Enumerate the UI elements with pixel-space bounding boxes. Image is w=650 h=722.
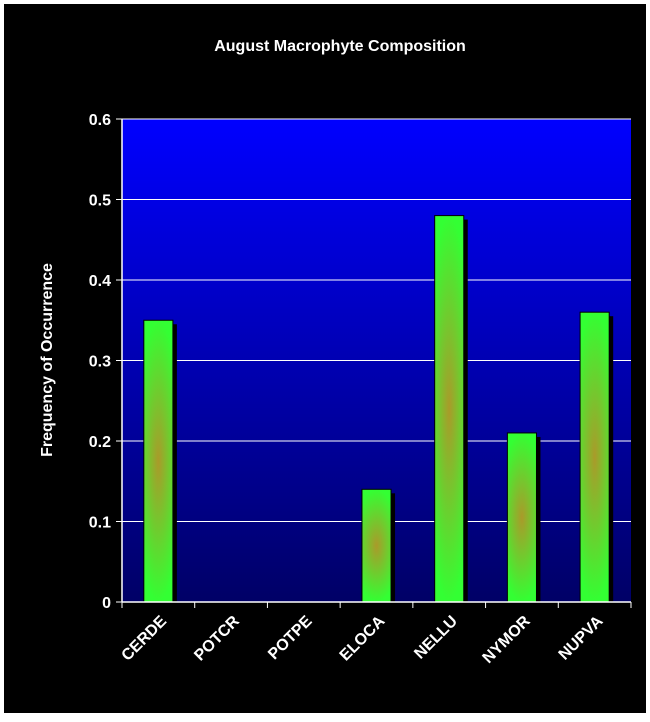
y-tick-label: 0.5 (89, 193, 111, 210)
y-tick-label: 0.4 (89, 273, 111, 290)
bars (143, 215, 614, 603)
bar-nellu (434, 215, 465, 603)
axes (116, 118, 632, 608)
y-tick-label: 0.2 (89, 434, 111, 451)
y-axis-label: Frequency of Occurrence (39, 263, 56, 457)
chart-title: August Macrophyte Composition (214, 38, 466, 55)
y-tick-label: 0.3 (89, 354, 111, 371)
bar-nupva (579, 311, 610, 603)
y-tick-label: 0 (102, 595, 111, 612)
y-tick-labels: 0 0.1 0.2 0.3 0.4 0.5 0.6 (89, 112, 111, 612)
bar-eloca (361, 488, 392, 603)
y-tick-label: 0.6 (89, 112, 111, 129)
bar-nymor (506, 432, 537, 603)
y-tick-label: 0.1 (89, 515, 111, 532)
bar-cerde (143, 319, 174, 603)
